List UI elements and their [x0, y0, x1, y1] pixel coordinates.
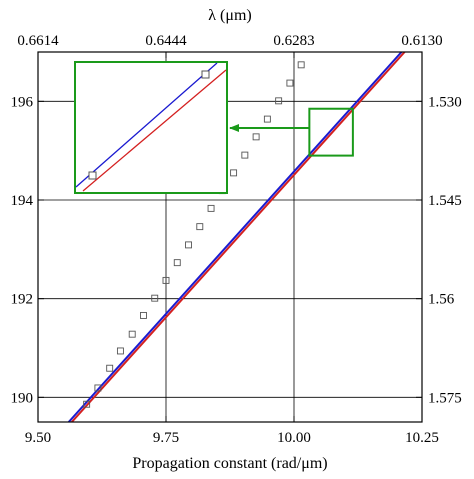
data-point [94, 384, 102, 392]
data-point [162, 276, 170, 284]
data-point [151, 294, 159, 302]
inset-panel [74, 61, 228, 194]
data-point [106, 364, 114, 372]
data-point [321, 26, 327, 32]
top-axis-label: λ (μm) [208, 7, 251, 24]
data-point [83, 400, 91, 408]
data-point [297, 61, 305, 69]
data-point [241, 151, 249, 159]
x-tick-label: 10.00 [277, 430, 311, 446]
inset-data-point [88, 171, 97, 180]
data-point [128, 330, 136, 338]
data-point [263, 115, 271, 123]
plot-area [67, 8, 406, 422]
x-tick-label: 9.75 [153, 430, 179, 446]
top-tick-label: 0.6283 [273, 33, 314, 49]
data-point [286, 79, 294, 87]
data-point [196, 223, 204, 231]
right-tick-label: 1.575 [428, 390, 462, 406]
data-point [173, 259, 181, 267]
x-axis-label: Propagation constant (rad/μm) [132, 455, 327, 472]
data-point [116, 347, 124, 355]
data-point [230, 169, 238, 177]
right-tick-label: 1.530 [428, 94, 462, 110]
x-tick-label: 10.25 [405, 430, 439, 446]
x-tick-label: 9.50 [25, 430, 51, 446]
inset-blue-line [75, 62, 218, 188]
data-point [332, 8, 338, 14]
data-point [252, 133, 260, 141]
inset-data-point [201, 70, 210, 79]
series-line-0 [71, 52, 406, 422]
top-tick-label: 0.6444 [145, 33, 187, 49]
zoom-box [308, 107, 354, 157]
y-tick-label: 190 [11, 390, 34, 406]
inset-red-line [82, 69, 227, 192]
top-tick-label: 0.6614 [17, 33, 59, 49]
series-line-1 [67, 52, 403, 422]
data-point [275, 97, 283, 105]
y-tick-label: 194 [11, 193, 34, 209]
right-tick-label: 1.545 [428, 193, 462, 209]
data-point [140, 311, 147, 319]
right-tick-label: 1.56 [428, 292, 455, 308]
top-tick-label: 0.6130 [401, 33, 442, 49]
data-point [185, 241, 192, 249]
y-tick-label: 192 [11, 292, 34, 308]
data-point [207, 204, 215, 212]
y-tick-label: 196 [11, 94, 34, 110]
plot-frame [37, 51, 423, 423]
